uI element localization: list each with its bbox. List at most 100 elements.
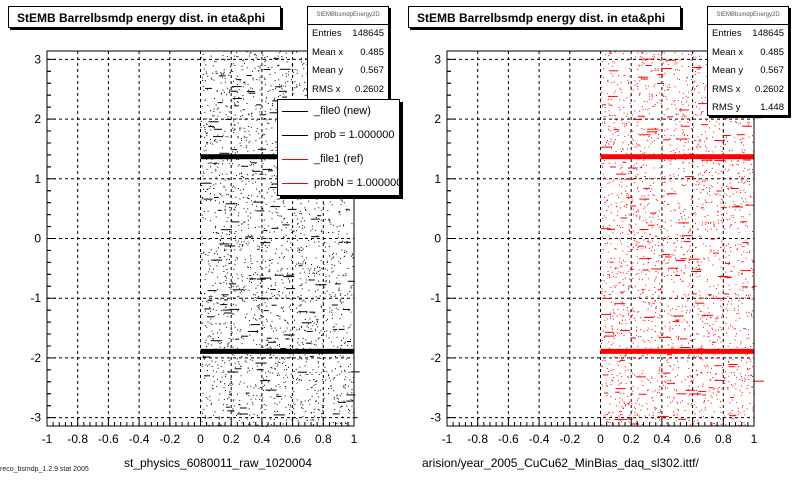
scatter-point	[724, 144, 726, 145]
scatter-point	[250, 126, 252, 128]
scatter-point	[698, 140, 700, 142]
scatter-point	[256, 297, 268, 299]
scatter-point	[702, 180, 704, 182]
scatter-point	[641, 106, 643, 108]
scatter-point	[663, 195, 665, 197]
scatter-point	[211, 402, 212, 404]
scatter-point	[717, 339, 718, 341]
scatter-point	[723, 257, 725, 259]
scatter-point	[243, 240, 245, 242]
scatter-point	[223, 178, 225, 180]
scatter-point	[610, 287, 612, 288]
scatter-point	[239, 129, 241, 131]
scatter-point	[219, 282, 221, 284]
scatter-point	[709, 127, 711, 129]
scatter-point	[294, 212, 295, 214]
scatter-point	[710, 222, 712, 224]
scatter-point	[341, 406, 342, 407]
scatter-point	[687, 84, 689, 86]
scatter-point	[676, 271, 678, 273]
scatter-point	[739, 298, 741, 299]
scatter-point	[671, 103, 673, 105]
scatter-point	[619, 397, 621, 399]
scatter-point	[674, 376, 676, 378]
scatter-point	[259, 398, 261, 400]
scatter-point	[327, 210, 329, 212]
scatter-point	[291, 338, 293, 340]
scatter-point	[631, 365, 632, 367]
scatter-point	[271, 195, 273, 197]
scatter-point	[618, 282, 620, 284]
scatter-point	[303, 299, 305, 301]
scatter-point	[220, 72, 222, 74]
scatter-point	[635, 56, 637, 58]
scatter-point	[627, 233, 629, 235]
scatter-point	[321, 416, 322, 418]
scatter-point	[210, 55, 212, 57]
scatter-point	[623, 112, 625, 114]
scatter-point	[352, 257, 354, 259]
scatter-point	[695, 266, 697, 268]
scatter-point	[218, 261, 219, 263]
scatter-point	[310, 300, 312, 302]
scatter-point	[286, 61, 288, 63]
scatter-point	[610, 140, 612, 142]
scatter-point	[622, 142, 624, 144]
legend-entry-probn: probN = 1.000000	[278, 172, 399, 195]
scatter-point	[203, 251, 205, 253]
scatter-point	[217, 247, 219, 249]
scatter-point	[672, 343, 674, 345]
scatter-point	[607, 251, 609, 253]
scatter-point	[310, 264, 312, 265]
scatter-point	[238, 212, 240, 214]
scatter-point	[274, 295, 276, 296]
scatter-point	[240, 173, 242, 174]
scatter-point	[317, 321, 318, 323]
scatter-point	[286, 274, 293, 276]
scatter-point	[275, 273, 277, 275]
scatter-point	[298, 226, 300, 228]
scatter-point	[627, 59, 629, 61]
scatter-point	[644, 199, 646, 201]
scatter-point	[344, 387, 346, 389]
scatter-point	[309, 380, 311, 381]
scatter-point	[217, 288, 219, 290]
scatter-point	[658, 226, 660, 228]
scatter-point	[663, 52, 665, 54]
scatter-point	[243, 81, 245, 83]
scatter-point	[671, 274, 673, 276]
scatter-point	[677, 113, 679, 115]
scatter-point	[251, 277, 253, 279]
scatter-point	[218, 416, 220, 418]
scatter-point	[252, 169, 254, 171]
scatter-point	[206, 135, 208, 137]
scatter-point	[238, 295, 240, 297]
scatter-point	[601, 365, 603, 367]
scatter-point	[610, 415, 612, 417]
scatter-point	[268, 245, 270, 246]
scatter-point	[280, 348, 287, 349]
scatter-point	[275, 337, 277, 339]
scatter-point	[205, 339, 207, 341]
scatter-point	[292, 268, 294, 270]
scatter-point	[207, 365, 209, 367]
scatter-point	[268, 188, 270, 190]
scatter-point	[738, 313, 740, 315]
scatter-point	[714, 354, 716, 356]
scatter-point	[641, 247, 643, 249]
scatter-point	[608, 103, 610, 105]
scatter-point	[223, 201, 224, 202]
scatter-point	[221, 173, 223, 175]
scatter-point	[730, 270, 732, 272]
scatter-point	[276, 395, 282, 397]
scatter-point	[728, 360, 729, 362]
scatter-point	[676, 269, 678, 270]
scatter-point	[618, 271, 620, 273]
scatter-point	[654, 315, 656, 317]
scatter-point	[331, 309, 333, 311]
scatter-point	[748, 379, 750, 380]
scatter-point	[272, 105, 273, 106]
scatter-point	[744, 327, 746, 329]
scatter-point	[252, 240, 254, 242]
scatter-point	[300, 401, 302, 403]
